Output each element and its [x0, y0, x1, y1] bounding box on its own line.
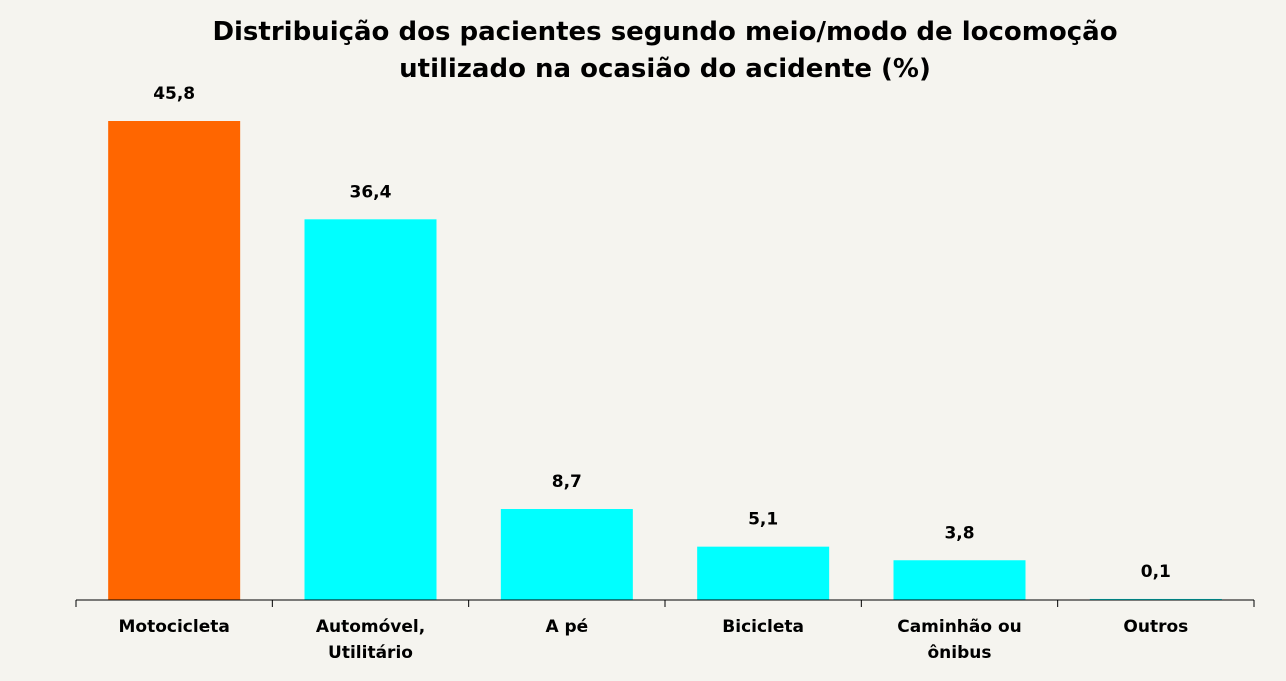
x-tick-label-box: Outros — [1123, 617, 1189, 637]
value-label: 36,4 — [350, 182, 392, 202]
x-tick-label-box: Caminhão ou ônibus — [897, 617, 1022, 663]
bar — [893, 560, 1026, 600]
x-tick-label-box: Bicicleta — [722, 617, 805, 637]
x-tick-label: Automóvel, Utilitário — [315, 617, 426, 663]
chart-title: Distribuição dos pacientes segundo meio/… — [212, 17, 1118, 84]
value-label: 5,1 — [748, 510, 778, 530]
bar — [697, 546, 830, 600]
value-label: 0,1 — [1141, 562, 1171, 582]
value-label: 3,8 — [944, 523, 974, 543]
value-label: 8,7 — [552, 472, 582, 492]
bar — [500, 509, 633, 600]
x-tick-label-box: A pé — [545, 617, 589, 637]
bar — [1089, 598, 1222, 600]
x-tick-label: Caminhão ou ônibus — [897, 617, 1022, 663]
x-tick-label: A pé — [545, 617, 589, 637]
x-tick-label: Bicicleta — [722, 617, 805, 637]
value-label: 45,8 — [153, 84, 195, 104]
x-tick-label-box: Automóvel, Utilitário — [315, 617, 426, 663]
x-tick-label: Motocicleta — [118, 617, 230, 637]
x-tick-label-box: Motocicleta — [118, 617, 230, 637]
x-tick-label: Outros — [1123, 617, 1189, 637]
bar — [108, 121, 241, 600]
bar — [304, 219, 437, 600]
